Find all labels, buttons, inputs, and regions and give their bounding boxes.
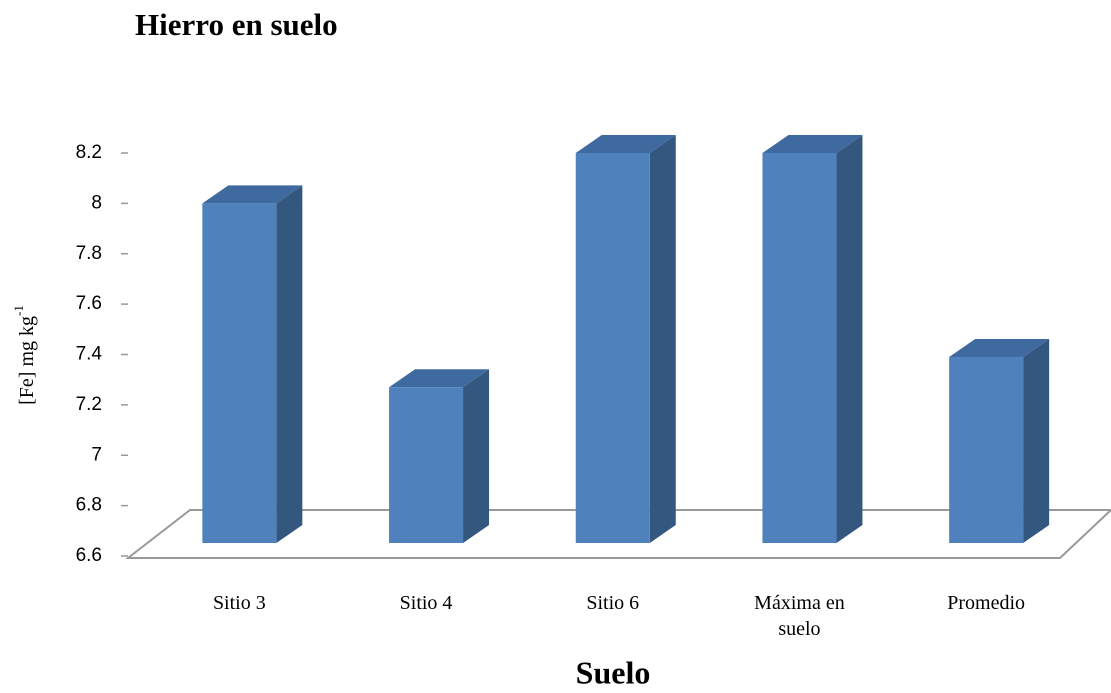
floor	[125, 509, 1111, 559]
y-tick-label: 8.2	[76, 142, 102, 163]
y-tick-label: 7.4	[76, 344, 103, 365]
bar-front	[202, 203, 277, 543]
bar	[762, 135, 863, 543]
bar	[202, 185, 303, 543]
bar-side	[1023, 339, 1050, 543]
chart-title: Hierro en suelo	[135, 7, 338, 42]
x-tick-label: Sitio 6	[586, 592, 640, 614]
bar-top	[762, 135, 863, 153]
bar	[949, 339, 1050, 543]
y-tick-label: 7.2	[76, 394, 102, 415]
bar-top	[202, 185, 303, 204]
x-tick-label: Promedio	[947, 592, 1026, 614]
bar	[389, 369, 490, 543]
bar-top	[575, 135, 676, 153]
bar-front	[949, 357, 1024, 543]
x-tick-label: Sitio 3	[212, 592, 266, 614]
y-tick-label: 7.8	[76, 243, 102, 264]
y-tick-label: 8	[91, 192, 102, 213]
bar-side	[836, 135, 863, 543]
bar-side	[649, 135, 676, 543]
y-axis-label-text: [Fe] mg kg	[16, 316, 38, 405]
bar-side	[276, 185, 303, 543]
y-tick-label: 6.8	[76, 495, 102, 516]
bar-front	[762, 153, 837, 543]
y-tick-label: 7.6	[76, 293, 102, 314]
y-tick-label: 6.6	[76, 545, 102, 566]
y-axis-label-sup: -1	[11, 305, 26, 316]
bar-side	[463, 369, 490, 543]
x-tick-label: Máxima en suelo	[754, 592, 845, 640]
bar-top	[389, 369, 490, 388]
bar-front	[575, 153, 650, 543]
y-tick-label: 7	[91, 444, 102, 465]
x-axis-label: Suelo	[576, 654, 651, 690]
bar	[575, 135, 676, 543]
y-axis-label: [Fe] mg kg-1	[11, 305, 38, 405]
bar-front	[389, 387, 464, 543]
bar-top	[949, 339, 1050, 358]
x-tick-label: Sitio 4	[399, 592, 453, 614]
